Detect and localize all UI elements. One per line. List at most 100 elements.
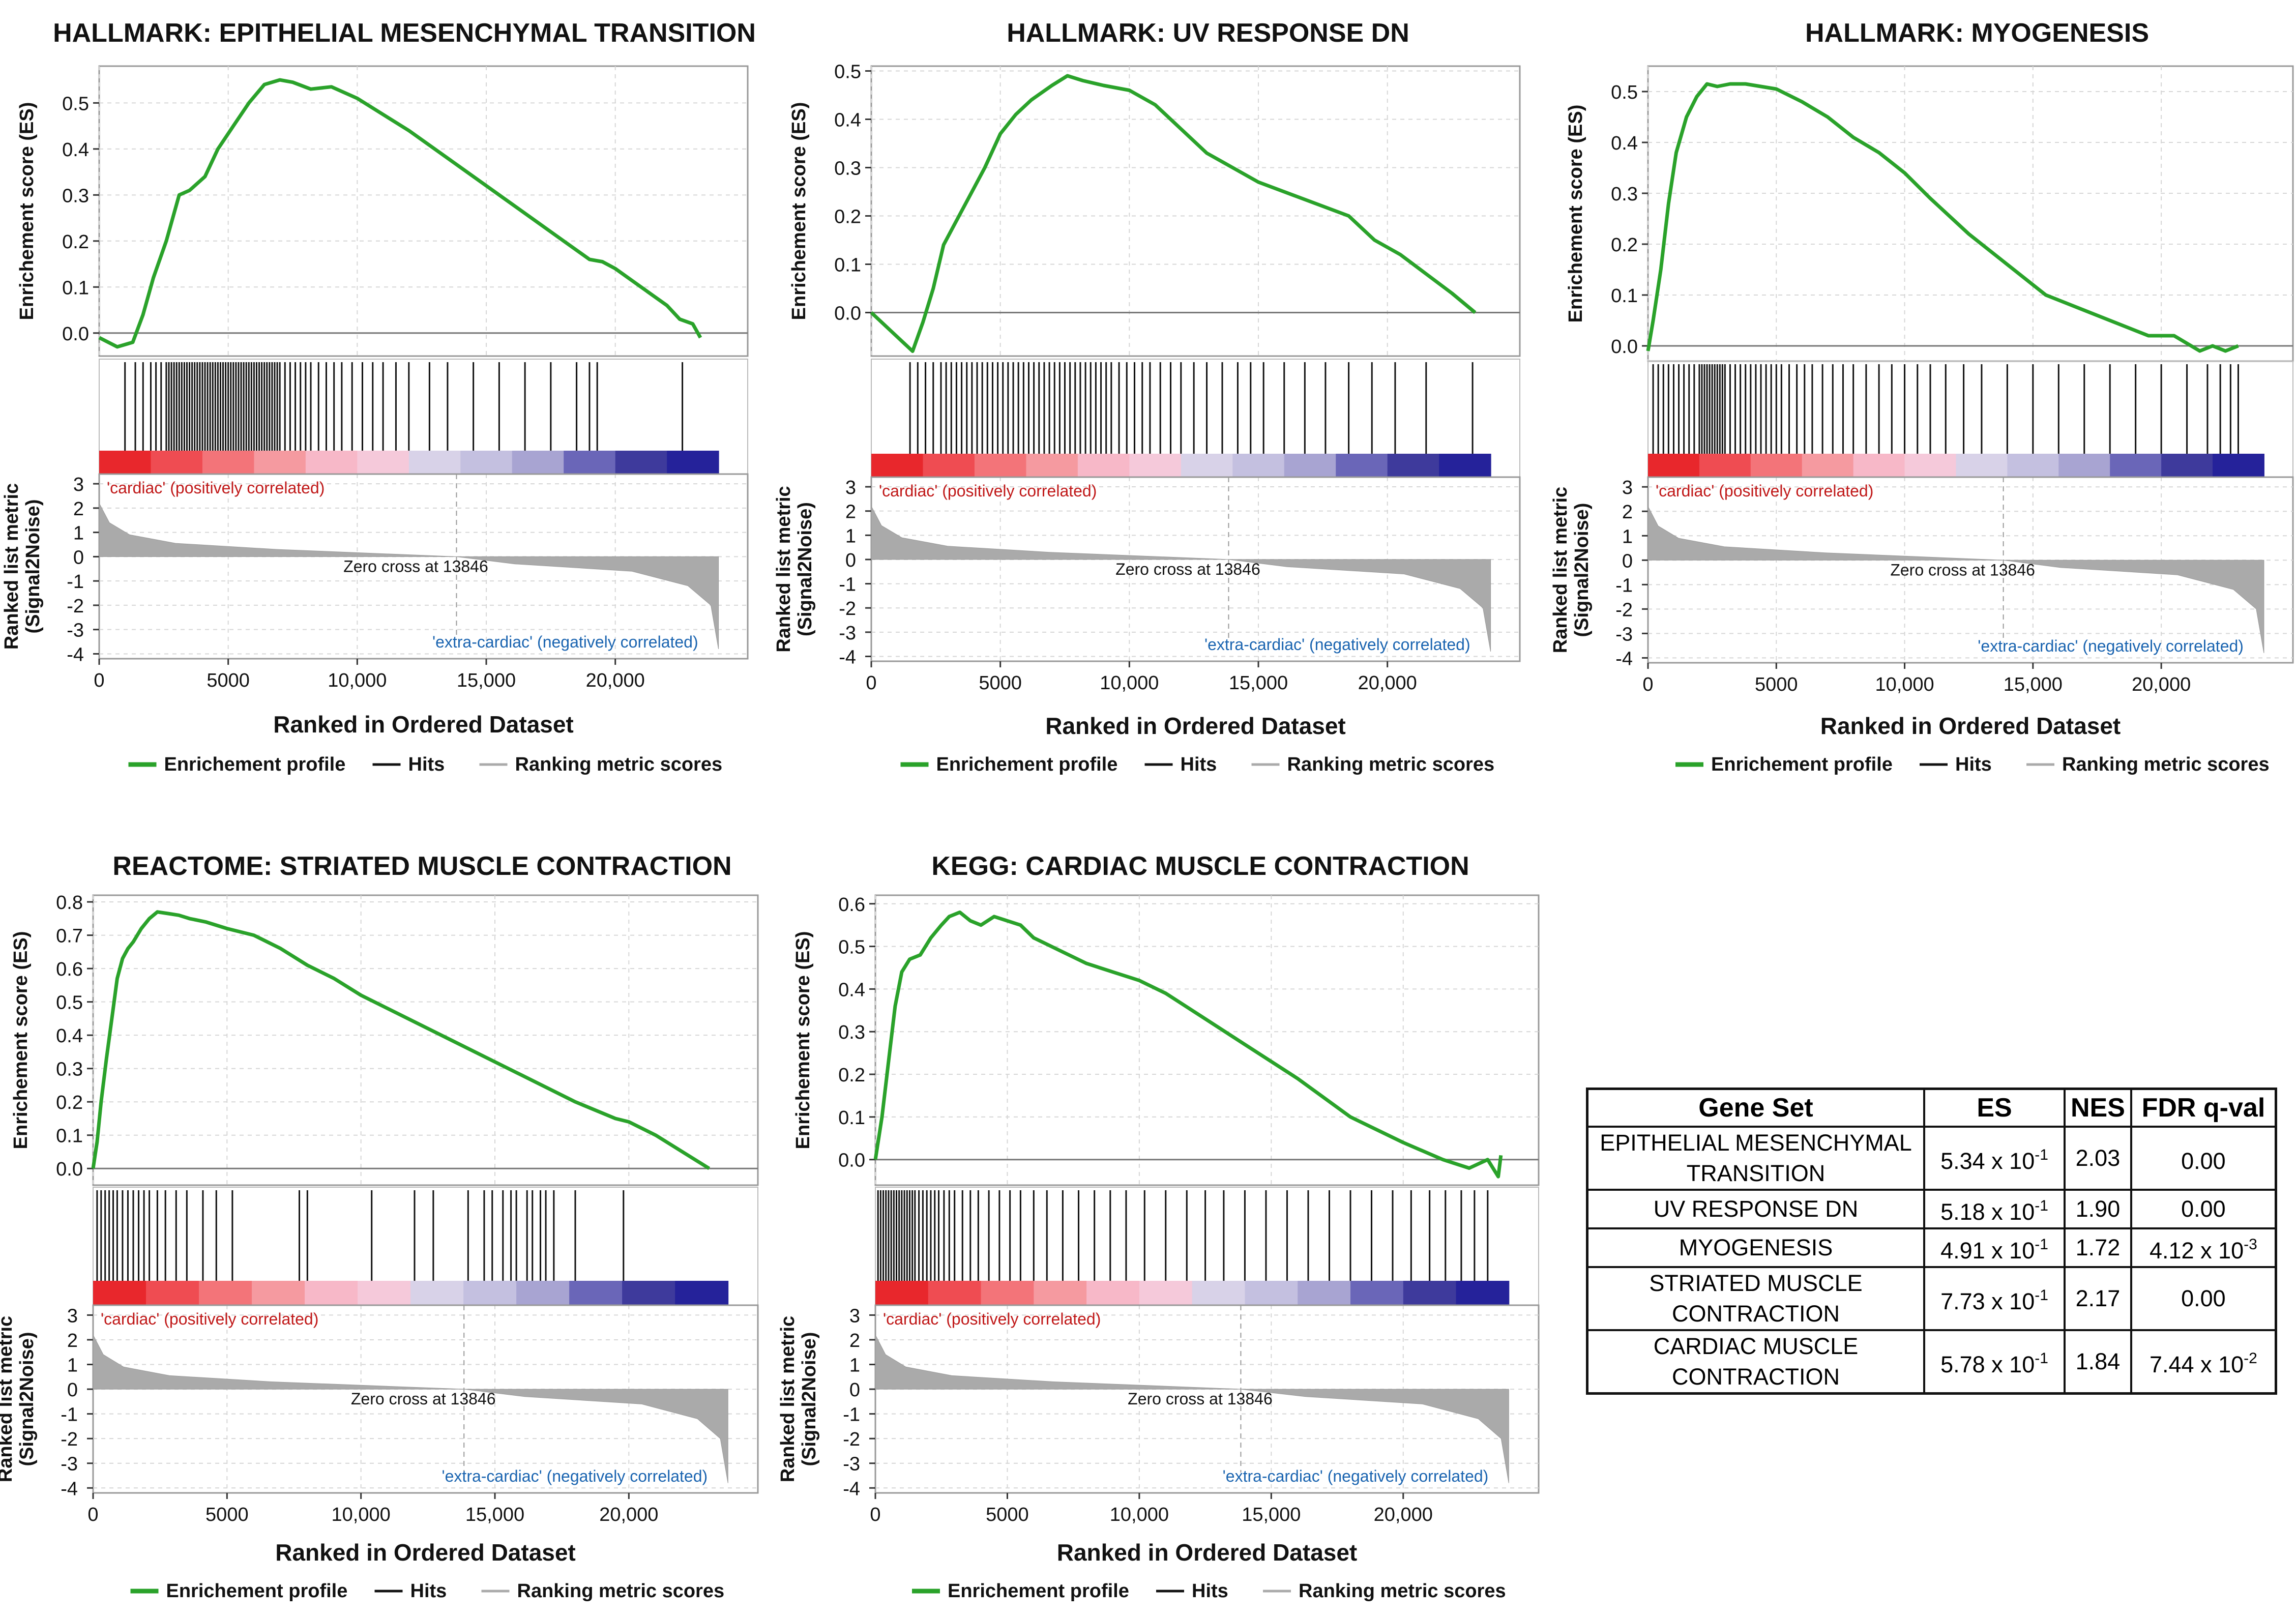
es-tick-label: 0.1 — [62, 277, 89, 299]
gene-set-line1: EPITHELIAL MESENCHYMAL — [1600, 1130, 1912, 1156]
legend-label-profile: Enrichement profile — [1711, 754, 1893, 775]
es-exponent: -1 — [2035, 1287, 2048, 1304]
gene-set-line2: CONTRACTION — [1672, 1364, 1840, 1390]
fdr-cell: 4.12 x 10-3 — [2130, 1227, 2277, 1268]
metric-axis-label-line2: (Signal2Noise) — [799, 1332, 820, 1466]
metric-tick-label: 2 — [845, 502, 856, 523]
x-axis-label: Ranked in Ordered Dataset — [275, 1539, 576, 1566]
rank-gradient-segment — [1139, 1281, 1193, 1305]
metric-tick-label: -1 — [1615, 575, 1633, 596]
ranking-metric-area — [93, 1335, 728, 1483]
zero-cross-label: Zero cross at 13846 — [1115, 560, 1260, 578]
positive-correlation-label: 'cardiac' (positively correlated) — [879, 482, 1097, 500]
zero-cross-label: Zero cross at 13846 — [351, 1390, 496, 1408]
table-row: STRIATED MUSCLE CONTRACTION 7.73 x 10-1 2… — [1586, 1266, 2277, 1331]
es-value: 4.91 x 10 — [1940, 1238, 2035, 1264]
metric-tick-label: 0 — [73, 547, 84, 568]
es-tick-label: 0.0 — [838, 1150, 865, 1171]
x-axis-label: Ranked in Ordered Dataset — [1057, 1539, 1358, 1566]
enrichment-profile-line — [870, 74, 1477, 353]
table-row: EPITHELIAL MESENCHYMAL TRANSITION 5.34 x … — [1586, 1126, 2277, 1191]
x-tick-label: 15,000 — [1242, 1504, 1301, 1525]
es-axis-label: Enrichement score (ES) — [10, 931, 32, 1150]
es-tick-label: 0.0 — [1611, 336, 1638, 358]
fdr-cell: 7.44 x 10-2 — [2130, 1329, 2277, 1395]
rank-gradient-segment — [981, 1281, 1035, 1305]
es-plot-frame — [92, 894, 759, 1186]
rank-gradient-segment — [564, 451, 616, 474]
es-tick-label: 0.5 — [834, 62, 861, 83]
chart-title: KEGG: CARDIAC MUSCLE CONTRACTION — [931, 851, 1469, 881]
x-tick-label: 15,000 — [2004, 674, 2063, 695]
metric-axis-label-line1: Ranked list metric — [777, 1316, 799, 1482]
rank-gradient-segment — [408, 451, 461, 474]
fdr-cell: 0.00 — [2130, 1266, 2277, 1331]
rank-gradient-segment — [1802, 454, 1854, 477]
gene-set-cell: STRIATED MUSCLE CONTRACTION — [1586, 1266, 1925, 1331]
es-plot-frame — [1647, 65, 2294, 362]
metric-axis-label-line2: (Signal2Noise) — [794, 502, 816, 636]
legend-label-metric: Ranking metric scores — [1299, 1580, 1506, 1602]
legend-label-metric: Ranking metric scores — [515, 754, 723, 775]
x-tick-label: 20,000 — [1358, 672, 1417, 694]
legend-label-hits: Hits — [1181, 754, 1217, 775]
rank-gradient-segment — [1956, 454, 2008, 477]
metric-tick-label: 1 — [73, 523, 84, 544]
es-plot-frame — [870, 65, 1521, 357]
metric-tick-label: -2 — [843, 1429, 860, 1450]
es-cell: 7.73 x 10-1 — [1923, 1266, 2066, 1331]
chart-title: HALLMARK: EPITHELIAL MESENCHYMAL TRANSIT… — [53, 18, 756, 48]
enrichment-profile-line — [98, 78, 702, 349]
es-value: 7.73 x 10 — [1940, 1288, 2035, 1314]
chart-legend: Enrichement profile Hits Ranking metric sc… — [130, 1580, 724, 1602]
negative-correlation-label: 'extra-cardiac' (negatively correlated) — [432, 633, 698, 651]
metric-tick-label: -2 — [67, 596, 84, 617]
gsea-results-table: Gene Set ES NES FDR q-val EPITHELIAL MES… — [1586, 1088, 2277, 1395]
positive-correlation-label: 'cardiac' (positively correlated) — [883, 1310, 1101, 1328]
rank-gradient-segment — [1232, 454, 1285, 477]
negative-correlation-label: 'extra-cardiac' (negatively correlated) — [1223, 1467, 1489, 1485]
rank-gradient-segment — [1750, 454, 1803, 477]
fdr-value: 4.12 x 10 — [2150, 1238, 2244, 1264]
rank-gradient-segment — [1077, 454, 1130, 477]
nes-cell: 2.03 — [2064, 1126, 2132, 1191]
gene-set-cell: EPITHELIAL MESENCHYMAL TRANSITION — [1586, 1126, 1925, 1191]
es-tick-label: 0.3 — [62, 185, 89, 207]
x-tick-label: 5000 — [979, 672, 1022, 694]
metric-tick-label: -2 — [1615, 599, 1633, 621]
es-exponent: -1 — [2035, 1236, 2048, 1253]
x-tick-label: 5000 — [986, 1504, 1029, 1525]
es-value: 5.34 x 10 — [1940, 1148, 2035, 1174]
header-gene-set: Gene Set — [1586, 1088, 1925, 1128]
negative-correlation-label: 'extra-cardiac' (negatively correlated) — [442, 1467, 708, 1485]
rank-gradient-segment — [254, 451, 306, 474]
rank-gradient-segment — [1245, 1281, 1299, 1305]
gsea-panel-5: KEGG: CARDIAC MUSCLE CONTRACTION 0.0 0.1 0.… — [777, 851, 1540, 1602]
es-tick-label: 0.1 — [834, 255, 861, 276]
x-tick-label: 10,000 — [332, 1504, 391, 1525]
metric-tick-label: 3 — [1622, 477, 1633, 498]
es-cell: 5.34 x 10-1 — [1923, 1126, 2066, 1191]
rank-gradient-segment — [1648, 454, 1700, 477]
x-tick-label: 20,000 — [599, 1504, 658, 1525]
es-tick-label: 0.4 — [834, 110, 861, 131]
gene-set-cell: CARDIAC MUSCLE CONTRACTION — [1586, 1329, 1925, 1395]
zero-cross-label: Zero cross at 13846 — [1128, 1390, 1273, 1408]
fdr-value: 7.44 x 10 — [2150, 1351, 2244, 1377]
chart-legend: Enrichement profile Hits Ranking metric sc… — [1675, 754, 2270, 775]
metric-tick-label: 2 — [67, 1330, 78, 1351]
es-axis-label: Enrichement score (ES) — [16, 102, 38, 320]
metric-axis-label-line1: Ranked list metric — [773, 486, 794, 652]
rank-gradient-segment — [675, 1281, 729, 1305]
es-tick-label: 0.6 — [56, 959, 83, 980]
es-axis-label: Enrichement score (ES) — [788, 102, 810, 320]
metric-plot-frame — [98, 473, 749, 660]
rank-gradient-segment — [1192, 1281, 1246, 1305]
rank-gradient-segment — [2161, 454, 2214, 477]
x-tick-label: 20,000 — [586, 670, 645, 691]
metric-tick-label: 0 — [67, 1379, 78, 1401]
rank-gradient-segment — [146, 1281, 200, 1305]
gsea-panel-2: HALLMARK: UV RESPONSE DN 0.0 0.1 0.2 0.3 0.4 0… — [773, 18, 1521, 775]
gene-set-line1: CARDIAC MUSCLE — [1653, 1333, 1859, 1359]
rank-gradient-segment — [1853, 454, 1905, 477]
